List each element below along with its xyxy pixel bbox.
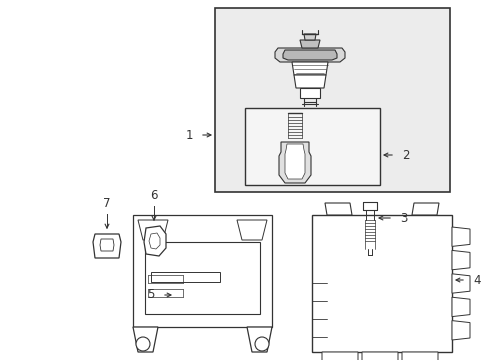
Polygon shape	[237, 220, 266, 240]
Text: 5: 5	[147, 288, 155, 302]
Polygon shape	[100, 239, 114, 251]
Text: 7: 7	[103, 197, 110, 210]
Polygon shape	[325, 203, 351, 215]
Polygon shape	[451, 297, 469, 316]
Polygon shape	[279, 142, 310, 183]
Polygon shape	[299, 40, 319, 48]
Bar	[133, 215, 271, 327]
Bar	[311, 215, 451, 352]
Polygon shape	[361, 352, 397, 360]
Bar	[244, 108, 379, 185]
Polygon shape	[411, 203, 438, 215]
Polygon shape	[451, 251, 469, 270]
Polygon shape	[143, 226, 165, 256]
Polygon shape	[451, 321, 469, 340]
Polygon shape	[285, 144, 305, 179]
Polygon shape	[321, 352, 357, 360]
Text: 6: 6	[150, 189, 158, 202]
Polygon shape	[401, 352, 437, 360]
Polygon shape	[138, 220, 168, 240]
Bar	[215, 8, 449, 192]
Circle shape	[136, 337, 150, 351]
Polygon shape	[451, 274, 469, 293]
Polygon shape	[149, 233, 160, 249]
Circle shape	[254, 337, 268, 351]
Polygon shape	[299, 88, 319, 98]
Polygon shape	[246, 327, 271, 352]
Polygon shape	[93, 234, 121, 258]
Polygon shape	[291, 62, 327, 75]
Text: 1: 1	[185, 129, 193, 141]
Text: 3: 3	[399, 212, 407, 225]
Polygon shape	[451, 227, 469, 246]
Polygon shape	[274, 48, 345, 62]
Polygon shape	[293, 75, 325, 88]
Bar	[145, 242, 260, 314]
Polygon shape	[283, 50, 336, 60]
Polygon shape	[304, 34, 315, 40]
Bar	[151, 272, 220, 282]
Polygon shape	[133, 327, 158, 352]
Text: 4: 4	[472, 274, 480, 287]
Text: 2: 2	[401, 149, 408, 162]
